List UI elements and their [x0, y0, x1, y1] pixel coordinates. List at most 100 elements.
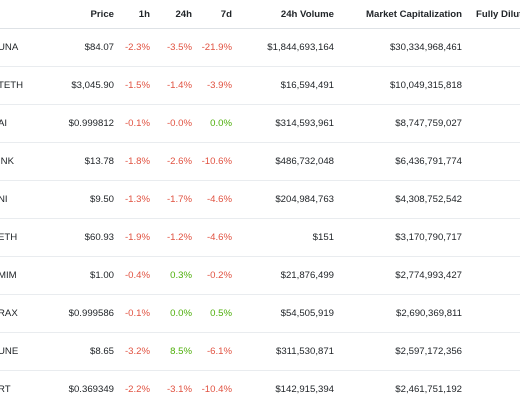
- coin-name-cell[interactable]: AI: [0, 104, 50, 143]
- market-cap-cell: $4,308,752,542: [334, 180, 462, 219]
- table-header: Price 1h 24h 7d 24h Volume Market Capita…: [0, 0, 520, 29]
- change-24h-cell: 0.0%: [150, 294, 192, 333]
- fdv-cell: [462, 256, 520, 295]
- volume-cell: $21,876,499: [232, 256, 334, 295]
- fdv-cell: $10,049: [462, 66, 520, 105]
- table-row[interactable]: UNE $8.65 -3.2% 8.5% -6.1% $311,530,871 $2,597…: [0, 332, 520, 371]
- table-row[interactable]: AI $0.999812 -0.1% -0.0% 0.0% $314,593,961 $8,…: [0, 104, 520, 143]
- change-1h-cell: -3.2%: [114, 332, 150, 371]
- change-1h-cell: -2.2%: [114, 370, 150, 400]
- fdv-cell: $3,675: [462, 370, 520, 400]
- header-market-cap[interactable]: Market Capitalization: [334, 0, 462, 29]
- coin-name-cell[interactable]: TETH: [0, 66, 50, 105]
- change-24h-cell: -1.7%: [150, 180, 192, 219]
- change-1h-cell: -1.8%: [114, 142, 150, 181]
- price-cell: $1.00: [50, 256, 114, 295]
- change-7d-cell: -10.4%: [192, 370, 232, 400]
- coin-name-cell[interactable]: NI: [0, 180, 50, 219]
- coin-name-cell[interactable]: MIM: [0, 256, 50, 295]
- change-24h-cell: -2.6%: [150, 142, 192, 181]
- header-24h[interactable]: 24h: [150, 0, 192, 29]
- fdv-cell: $83,934: [462, 28, 520, 67]
- market-cap-cell: $8,747,759,027: [334, 104, 462, 143]
- change-1h-cell: -2.3%: [114, 28, 150, 67]
- change-1h-cell: -1.3%: [114, 180, 150, 219]
- price-cell: $0.999586: [50, 294, 114, 333]
- fdv-cell: $4,317: [462, 332, 520, 371]
- market-cap-cell: $3,170,790,717: [334, 218, 462, 257]
- change-7d-cell: -10.6%: [192, 142, 232, 181]
- volume-cell: $311,530,871: [232, 332, 334, 371]
- change-7d-cell: 0.5%: [192, 294, 232, 333]
- coin-name-cell[interactable]: RT: [0, 370, 50, 400]
- change-7d-cell: -4.6%: [192, 180, 232, 219]
- change-24h-cell: -3.5%: [150, 28, 192, 67]
- change-7d-cell: -0.2%: [192, 256, 232, 295]
- fdv-cell: [462, 218, 520, 257]
- table-body: UNA $84.07 -2.3% -3.5% -21.9% $1,844,693,164 $…: [0, 28, 520, 400]
- price-cell: $13.78: [50, 142, 114, 181]
- change-1h-cell: -1.9%: [114, 218, 150, 257]
- table-row[interactable]: ETH $60.93 -1.9% -1.2% -4.6% $151 $3,170,790,7…: [0, 218, 520, 257]
- change-24h-cell: -1.2%: [150, 218, 192, 257]
- table-row[interactable]: TETH $3,045.90 -1.5% -1.4% -3.9% $16,594,491 $…: [0, 66, 520, 105]
- header-fdv[interactable]: Fully Diluted M: [462, 0, 520, 29]
- volume-cell: $54,505,919: [232, 294, 334, 333]
- market-cap-cell: $2,461,751,192: [334, 370, 462, 400]
- price-cell: $84.07: [50, 28, 114, 67]
- price-cell: $3,045.90: [50, 66, 114, 105]
- header-row: Price 1h 24h 7d 24h Volume Market Capita…: [0, 0, 520, 29]
- header-price[interactable]: Price: [50, 0, 114, 29]
- coin-name-cell[interactable]: INK: [0, 142, 50, 181]
- coin-name-cell[interactable]: ETH: [0, 218, 50, 257]
- market-cap-cell: $30,334,968,461: [334, 28, 462, 67]
- header-coin: [0, 0, 50, 29]
- table-row[interactable]: INK$13.78-1.8%-2.6%-10.6%$486,732,048$6,…: [0, 142, 520, 181]
- fdv-cell: $2,690: [462, 294, 520, 333]
- fdv-cell: $8,747: [462, 104, 520, 143]
- volume-cell: $142,915,394: [232, 370, 334, 400]
- change-7d-cell: -3.9%: [192, 66, 232, 105]
- coin-name-cell[interactable]: UNA: [0, 28, 50, 67]
- volume-cell: $486,732,048: [232, 142, 334, 181]
- price-cell: $60.93: [50, 218, 114, 257]
- volume-cell: $314,593,961: [232, 104, 334, 143]
- header-volume[interactable]: 24h Volume: [232, 0, 334, 29]
- volume-cell: $204,984,763: [232, 180, 334, 219]
- change-24h-cell: 0.3%: [150, 256, 192, 295]
- market-cap-cell: $6,436,791,774: [334, 142, 462, 181]
- market-cap-cell: $2,690,369,811: [334, 294, 462, 333]
- volume-cell: $16,594,491: [232, 66, 334, 105]
- table-row[interactable]: MIM $1.00 -0.4% 0.3% -0.2% $21,876,499 $2,774,…: [0, 256, 520, 295]
- table-row[interactable]: RAX $0.999586 -0.1% 0.0% 0.5% $54,505,919 $2,6…: [0, 294, 520, 333]
- change-1h-cell: -0.1%: [114, 294, 150, 333]
- market-cap-cell: $2,597,172,356: [334, 332, 462, 371]
- price-cell: $8.65: [50, 332, 114, 371]
- change-24h-cell: -3.1%: [150, 370, 192, 400]
- coin-name-cell[interactable]: RAX: [0, 294, 50, 333]
- change-7d-cell: 0.0%: [192, 104, 232, 143]
- table-row[interactable]: UNA $84.07 -2.3% -3.5% -21.9% $1,844,693,164 $…: [0, 28, 520, 67]
- fdv-cell: $9,438: [462, 180, 520, 219]
- price-cell: $9.50: [50, 180, 114, 219]
- change-1h-cell: -0.1%: [114, 104, 150, 143]
- volume-cell: $151: [232, 218, 334, 257]
- change-7d-cell: -6.1%: [192, 332, 232, 371]
- table-row[interactable]: NI $9.50 -1.3% -1.7% -4.6% $204,984,763 $4,308…: [0, 180, 520, 219]
- price-cell: $0.369349: [50, 370, 114, 400]
- market-cap-cell: $10,049,315,818: [334, 66, 462, 105]
- coin-name-cell[interactable]: UNE: [0, 332, 50, 371]
- change-24h-cell: 8.5%: [150, 332, 192, 371]
- change-1h-cell: -1.5%: [114, 66, 150, 105]
- market-cap-cell: $2,774,993,427: [334, 256, 462, 295]
- header-1h[interactable]: 1h: [114, 0, 150, 29]
- price-cell: $0.999812: [50, 104, 114, 143]
- header-7d[interactable]: 7d: [192, 0, 232, 29]
- table-row[interactable]: RT $0.369349 -2.2% -3.1% -10.4% $142,915,394 $…: [0, 370, 520, 400]
- fdv-cell: $13,782: [462, 142, 520, 181]
- change-7d-cell: -21.9%: [192, 28, 232, 67]
- volume-cell: $1,844,693,164: [232, 28, 334, 67]
- change-1h-cell: -0.4%: [114, 256, 150, 295]
